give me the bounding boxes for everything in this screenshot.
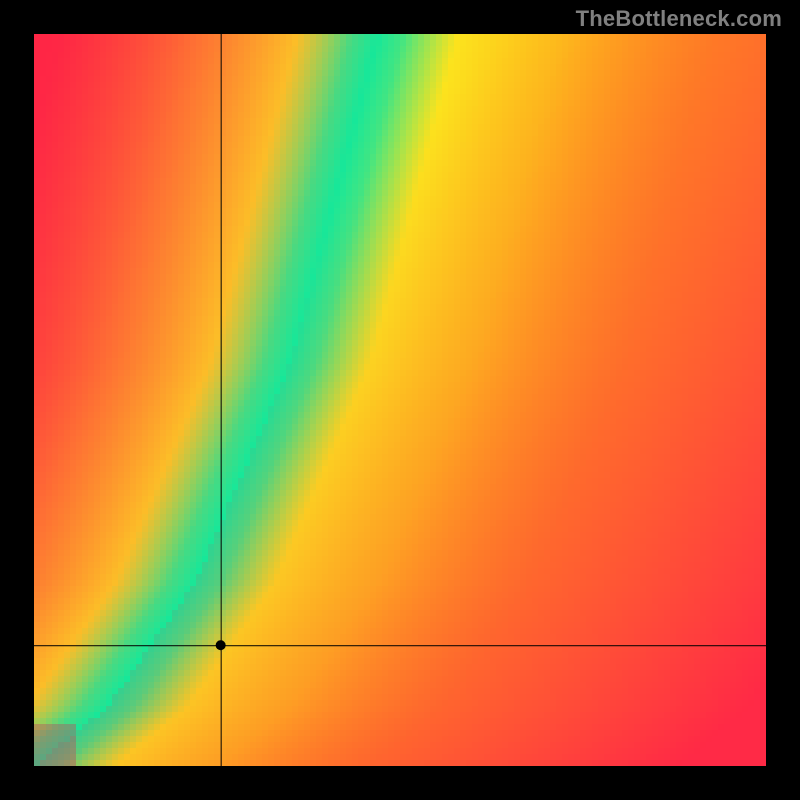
heatmap-canvas bbox=[34, 34, 766, 766]
heatmap-plot bbox=[34, 34, 766, 766]
watermark-text: TheBottleneck.com bbox=[576, 6, 782, 32]
chart-frame: TheBottleneck.com bbox=[0, 0, 800, 800]
